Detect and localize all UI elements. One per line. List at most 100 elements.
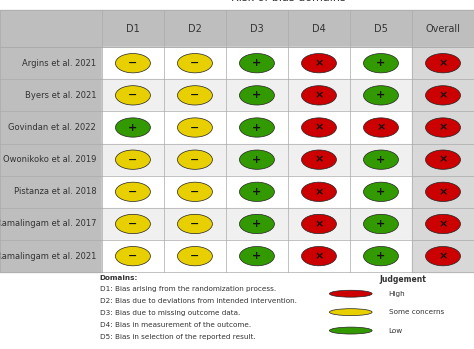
Text: Ramalingam et al. 2017: Ramalingam et al. 2017 (0, 220, 96, 229)
Bar (0, 47, 102, 79)
Text: ×: × (438, 251, 447, 261)
Circle shape (426, 246, 460, 266)
Text: +: + (376, 155, 386, 165)
Bar (0, 79, 102, 111)
Circle shape (301, 246, 337, 266)
Text: Argins et al. 2021: Argins et al. 2021 (22, 59, 96, 68)
Circle shape (426, 118, 460, 137)
Text: ×: × (438, 219, 447, 229)
Text: −: − (128, 58, 137, 68)
Text: +: + (376, 187, 386, 197)
Text: ×: × (314, 58, 324, 68)
Circle shape (177, 86, 212, 105)
Circle shape (239, 86, 274, 105)
Circle shape (364, 182, 399, 201)
Circle shape (116, 214, 150, 233)
Bar (0, 176, 102, 208)
Text: ×: × (438, 90, 447, 101)
Text: D3: D3 (250, 24, 264, 34)
Circle shape (239, 150, 274, 169)
Bar (164, 143, 226, 176)
Text: −: − (128, 219, 137, 229)
Bar (102, 10, 474, 47)
Bar (164, 208, 226, 240)
Bar (0, 111, 102, 143)
Bar (0, 240, 102, 272)
Bar (102, 79, 164, 111)
Text: +: + (376, 90, 386, 101)
Text: −: − (190, 155, 200, 165)
Text: Domains:: Domains: (100, 275, 138, 281)
Text: Overall: Overall (426, 24, 460, 34)
Bar (226, 47, 288, 79)
Bar (102, 47, 164, 79)
Bar (288, 176, 350, 208)
Circle shape (364, 150, 399, 169)
Text: +: + (252, 187, 262, 197)
Text: ×: × (438, 155, 447, 165)
Circle shape (329, 309, 372, 315)
Circle shape (364, 246, 399, 266)
Bar (0, 10, 102, 47)
Bar (412, 79, 474, 111)
Bar (226, 176, 288, 208)
Bar (0, 143, 102, 176)
Text: +: + (376, 219, 386, 229)
Bar (164, 240, 226, 272)
Text: ×: × (314, 251, 324, 261)
Bar (226, 143, 288, 176)
Circle shape (329, 327, 372, 334)
Bar (412, 47, 474, 79)
Text: High: High (389, 291, 405, 297)
Text: Govindan et al. 2022: Govindan et al. 2022 (9, 123, 96, 132)
Text: +: + (376, 251, 386, 261)
Bar (350, 47, 412, 79)
Circle shape (239, 246, 274, 266)
Bar (164, 79, 226, 111)
Text: −: − (128, 187, 137, 197)
Text: Byers et al. 2021: Byers et al. 2021 (25, 91, 96, 100)
Bar (350, 176, 412, 208)
Circle shape (177, 214, 212, 233)
Text: −: − (190, 219, 200, 229)
Text: ×: × (438, 58, 447, 68)
Text: −: − (190, 122, 200, 133)
Text: +: + (376, 58, 386, 68)
Bar (412, 176, 474, 208)
Bar (102, 143, 164, 176)
Text: ×: × (314, 90, 324, 101)
Text: ×: × (438, 187, 447, 197)
Bar (164, 176, 226, 208)
Text: Judgement: Judgement (379, 275, 426, 283)
Bar (288, 111, 350, 143)
Bar (412, 111, 474, 143)
Text: ×: × (438, 122, 447, 133)
Circle shape (116, 53, 150, 73)
Text: D1: D1 (126, 24, 140, 34)
Circle shape (239, 214, 274, 233)
Circle shape (301, 182, 337, 201)
Circle shape (364, 118, 399, 137)
Bar (288, 208, 350, 240)
Text: −: − (190, 251, 200, 261)
Circle shape (301, 150, 337, 169)
Bar (102, 208, 164, 240)
Circle shape (426, 182, 460, 201)
Text: ×: × (314, 155, 324, 165)
Bar (226, 240, 288, 272)
Text: D3: Bias due to missing outcome data.: D3: Bias due to missing outcome data. (100, 310, 240, 316)
Bar (412, 208, 474, 240)
Bar (412, 143, 474, 176)
Bar (350, 208, 412, 240)
Circle shape (426, 214, 460, 233)
Text: D4: D4 (312, 24, 326, 34)
Circle shape (426, 86, 460, 105)
Circle shape (116, 118, 150, 137)
Text: −: − (128, 155, 137, 165)
Circle shape (116, 182, 150, 201)
Bar (412, 240, 474, 272)
Text: −: − (190, 90, 200, 101)
Circle shape (329, 290, 372, 297)
Bar (102, 111, 164, 143)
Circle shape (301, 118, 337, 137)
